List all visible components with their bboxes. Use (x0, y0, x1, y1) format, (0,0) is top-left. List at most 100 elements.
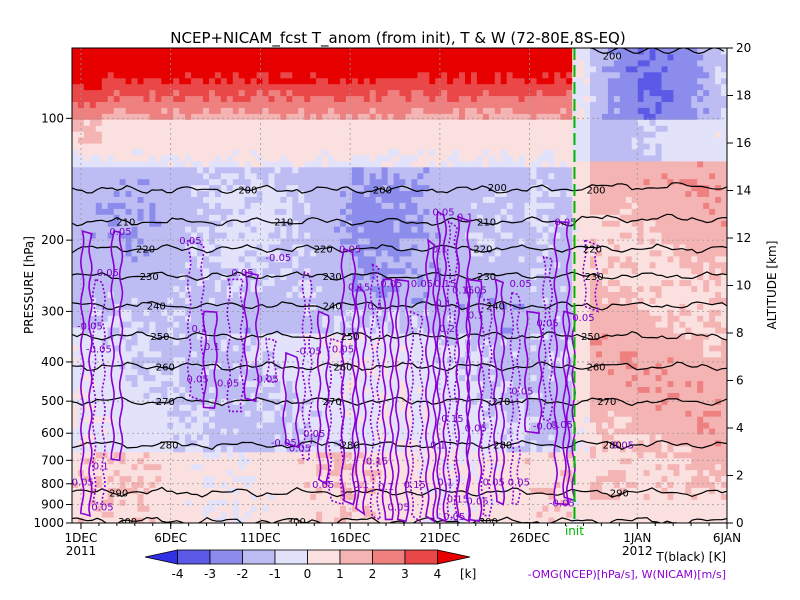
anomaly-cell (363, 267, 371, 275)
anomaly-cell (369, 214, 377, 221)
anomaly-cell (310, 208, 317, 215)
anomaly-cell (310, 362, 317, 370)
anomaly-cell (417, 137, 424, 144)
anomaly-cell (435, 487, 442, 494)
anomaly-cell (155, 131, 162, 138)
anomaly-cell (345, 362, 353, 370)
anomaly-cell (274, 428, 282, 435)
anomaly-cell (268, 48, 276, 55)
anomaly-cell (214, 368, 222, 376)
anomaly-cell (149, 249, 156, 257)
anomaly-cell (95, 77, 103, 85)
anomaly-cell (143, 220, 151, 227)
anomaly-cell (334, 273, 341, 281)
anomaly-cell (429, 505, 436, 512)
anomaly-cell (423, 48, 430, 55)
anomaly-cell (101, 77, 109, 85)
anomaly-cell (280, 59, 287, 67)
anomaly-cell (304, 178, 311, 186)
anomaly-cell (292, 469, 299, 477)
anomaly-cell (101, 190, 109, 197)
anomaly-cell (197, 143, 204, 150)
anomaly-cell (131, 53, 139, 61)
anomaly-cell (197, 333, 204, 340)
anomaly-cell (78, 451, 85, 459)
anomaly-cell (340, 172, 347, 180)
anomaly-cell (387, 107, 395, 114)
anomaly-cell (185, 71, 192, 79)
anomaly-cell (411, 505, 418, 512)
anomaly-cell (334, 166, 341, 174)
anomaly-cell (107, 517, 115, 523)
anomaly-cell (322, 125, 329, 132)
anomaly-cell (286, 291, 293, 298)
anomaly-cell (363, 137, 371, 144)
anomaly-cell (143, 59, 151, 67)
anomaly-cell (214, 416, 222, 423)
anomaly-cell (369, 249, 377, 257)
anomaly-cell (304, 362, 311, 370)
anomaly-cell (399, 493, 407, 500)
anomaly-cell (250, 315, 258, 322)
anomaly-cell (179, 463, 186, 471)
anomaly-cell (316, 439, 323, 447)
anomaly-cell (399, 232, 407, 239)
anomaly-cell (149, 303, 156, 310)
anomaly-cell (89, 279, 97, 287)
anomaly-cell (232, 356, 240, 364)
anomaly-cell (232, 172, 240, 180)
anomaly-cell (125, 291, 133, 298)
anomaly-cell (244, 148, 252, 156)
anomaly-cell (316, 202, 323, 209)
anomaly-cell (429, 255, 436, 263)
anomaly-cell (298, 172, 305, 180)
anomaly-cell (304, 505, 311, 512)
anomaly-cell (95, 53, 103, 61)
anomaly-cell (399, 196, 407, 203)
anomaly-cell (226, 487, 234, 494)
anomaly-cell (113, 208, 121, 215)
anomaly-cell (220, 321, 228, 328)
anomaly-cell (220, 356, 228, 364)
anomaly-cell (101, 208, 109, 215)
anomaly-cell (292, 362, 299, 370)
anomaly-cell (286, 297, 293, 304)
anomaly-cell (334, 101, 341, 108)
anomaly-cell (393, 428, 401, 435)
anomaly-cell (220, 374, 228, 382)
anomaly-cell (351, 125, 359, 132)
anomaly-cell (328, 148, 335, 156)
anomaly-cell (155, 374, 162, 382)
anomaly-cell (268, 113, 276, 120)
anomaly-cell (179, 143, 186, 150)
anomaly-cell (250, 160, 258, 168)
anomaly-cell (417, 487, 424, 494)
anomaly-cell (381, 226, 389, 233)
anomaly-cell (101, 374, 109, 382)
anomaly-cell (268, 148, 276, 156)
anomaly-cell (137, 285, 145, 292)
anomaly-cell (310, 321, 317, 328)
anomaly-cell (197, 48, 204, 55)
anomaly-cell (322, 315, 329, 322)
anomaly-cell (393, 196, 401, 203)
anomaly-cell (173, 475, 180, 482)
anomaly-cell (322, 309, 329, 316)
anomaly-cell (72, 410, 79, 417)
anomaly-cell (387, 285, 395, 292)
anomaly-cell (203, 131, 210, 138)
anomaly-cell (107, 190, 115, 197)
anomaly-cell (214, 475, 222, 482)
anomaly-cell (232, 433, 240, 441)
anomaly-cell (262, 196, 270, 203)
anomaly-cell (256, 71, 264, 79)
anomaly-cell (197, 89, 204, 97)
anomaly-cell (399, 481, 407, 488)
anomaly-cell (244, 137, 252, 144)
anomaly-cell (203, 285, 210, 292)
anomaly-cell (179, 422, 186, 429)
anomaly-cell (363, 475, 371, 482)
anomaly-cell (191, 410, 198, 417)
anomaly-cell (155, 232, 162, 239)
anomaly-cell (357, 143, 365, 150)
